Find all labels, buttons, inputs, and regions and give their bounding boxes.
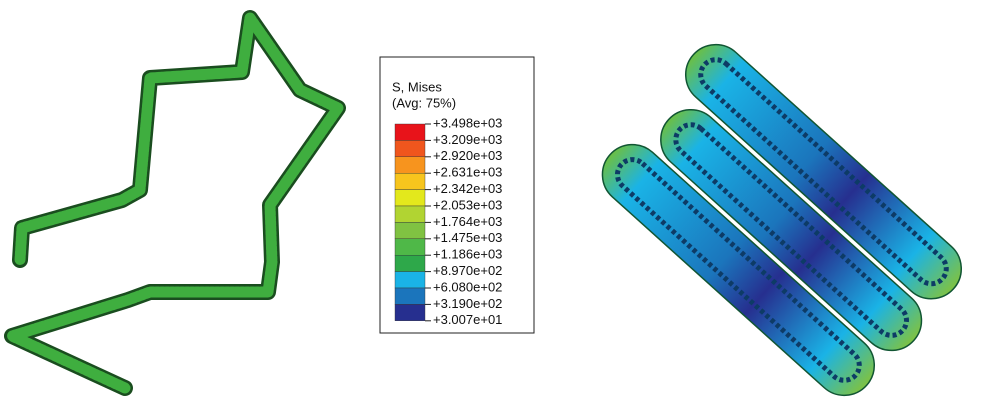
color-band: [395, 288, 425, 304]
color-band: [395, 222, 425, 238]
strip-model: [12, 18, 338, 388]
color-band: [395, 255, 425, 271]
level-label: +2.920e+03: [433, 148, 502, 163]
level-label: +1.186e+03: [433, 247, 502, 262]
color-band: [395, 140, 425, 156]
color-band: [395, 124, 425, 140]
figure: S, Mises (Avg: 75%) +3.498e+03 +3.209e+03…: [0, 0, 992, 407]
level-label: +2.631e+03: [433, 165, 502, 180]
level-label: +1.475e+03: [433, 230, 502, 245]
level-label: +2.342e+03: [433, 181, 502, 196]
color-band: [395, 173, 425, 189]
level-label: +1.764e+03: [433, 214, 502, 229]
level-label: +3.209e+03: [433, 132, 502, 147]
level-label: +2.053e+03: [433, 197, 502, 212]
color-band: [395, 157, 425, 173]
coil-model: [586, 32, 977, 407]
level-label: +8.970e+02: [433, 263, 502, 278]
level-label: +3.190e+02: [433, 296, 502, 311]
color-band: [395, 304, 425, 320]
color-band: [395, 272, 425, 288]
legend: S, Mises (Avg: 75%) +3.498e+03 +3.209e+03…: [380, 57, 534, 333]
color-band: [395, 239, 425, 255]
page: {"legend": {"title": "S, Mises", "subtit…: [0, 0, 992, 407]
level-label: +3.498e+03: [433, 115, 502, 130]
level-label: +3.007e+01: [433, 312, 502, 327]
color-band: [395, 206, 425, 222]
legend-title: S, Mises: [392, 79, 442, 94]
color-band: [395, 190, 425, 206]
level-label: +6.080e+02: [433, 279, 502, 294]
legend-subtitle: (Avg: 75%): [392, 95, 456, 110]
